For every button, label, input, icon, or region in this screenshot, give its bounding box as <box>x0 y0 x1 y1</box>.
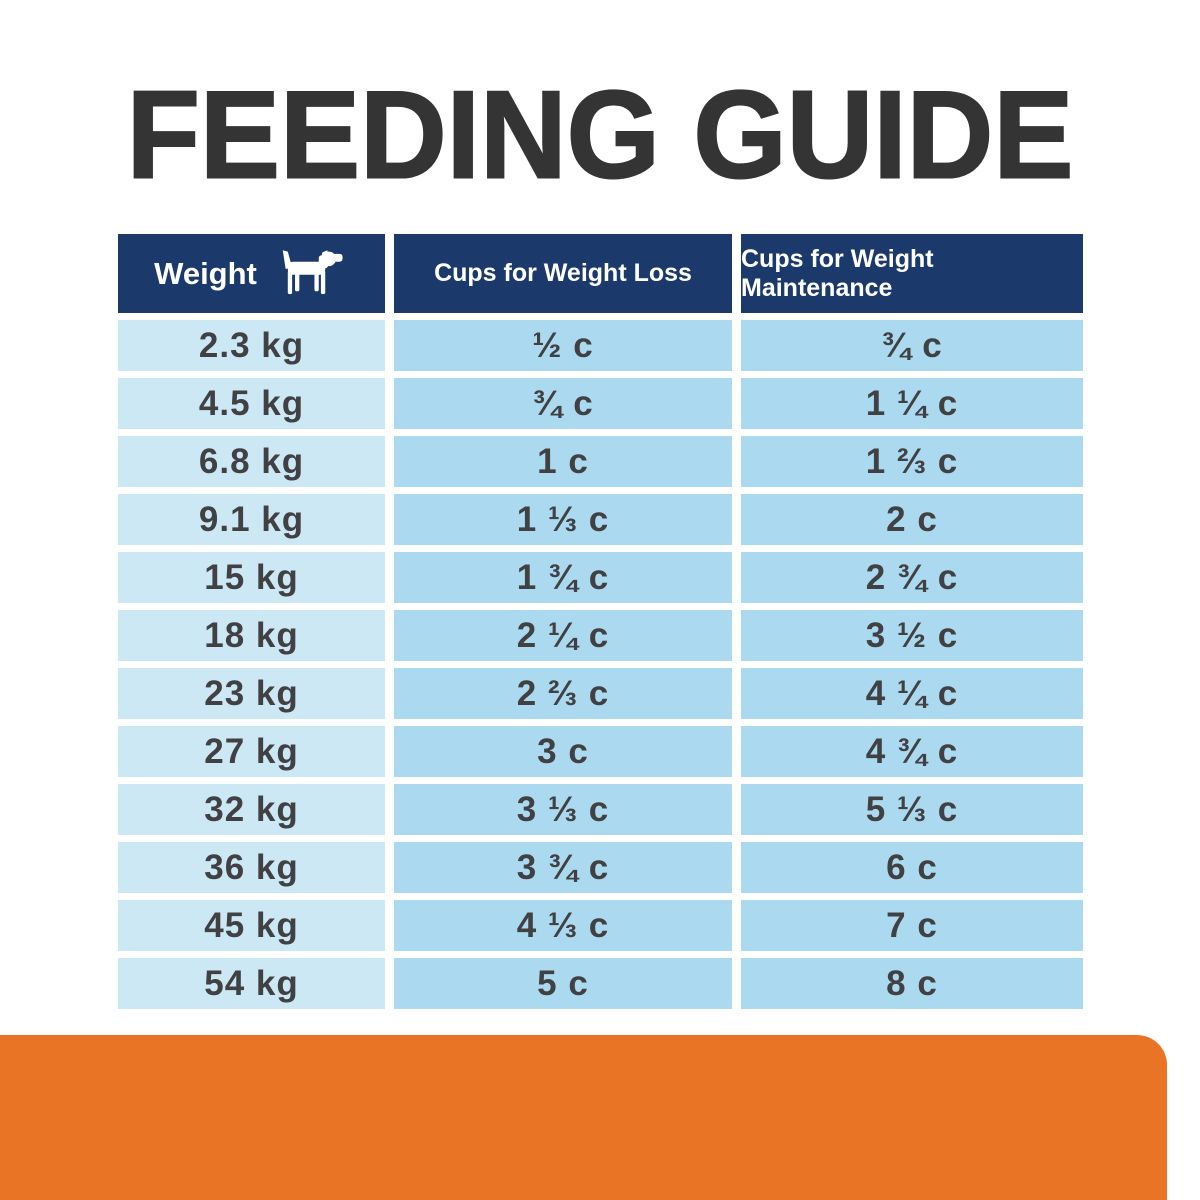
feeding-guide-table: Weight Cups for Weight Loss <box>118 234 1083 1009</box>
header-weight: Weight <box>118 234 385 313</box>
header-cups-weight-maintenance-label: Cups for Weight Maintenance <box>741 244 934 302</box>
loss-cell: 2 ⅔ c <box>394 668 732 719</box>
loss-cell: 1 ¾ c <box>394 552 732 603</box>
weight-cell: 45 kg <box>118 900 385 951</box>
loss-cell: 1 ⅓ c <box>394 494 732 545</box>
maintenance-cell: 6 c <box>741 842 1083 893</box>
loss-cell: ¾ c <box>394 378 732 429</box>
weight-cell: 32 kg <box>118 784 385 835</box>
loss-cell: 4 ⅓ c <box>394 900 732 951</box>
maintenance-cell: 1 ⅔ c <box>741 436 1083 487</box>
weight-cell: 54 kg <box>118 958 385 1009</box>
weight-cell: 6.8 kg <box>118 436 385 487</box>
weight-cell: 15 kg <box>118 552 385 603</box>
maintenance-cell: 7 c <box>741 900 1083 951</box>
maintenance-cell: 4 ¼ c <box>741 668 1083 719</box>
loss-cell: 3 ⅓ c <box>394 784 732 835</box>
weight-cell: 36 kg <box>118 842 385 893</box>
loss-cell: 5 c <box>394 958 732 1009</box>
maintenance-cell: 8 c <box>741 958 1083 1009</box>
loss-cell: 3 c <box>394 726 732 777</box>
loss-cell: ½ c <box>394 320 732 371</box>
maintenance-cell: 1 ¼ c <box>741 378 1083 429</box>
bottom-accent-bar <box>0 1035 1167 1200</box>
header-cups-weight-maintenance: Cups for Weight Maintenance <box>741 234 1083 313</box>
maintenance-cell: ¾ c <box>741 320 1083 371</box>
maintenance-cell: 4 ¾ c <box>741 726 1083 777</box>
weight-cell: 9.1 kg <box>118 494 385 545</box>
header-cups-weight-loss-label: Cups for Weight Loss <box>434 259 692 287</box>
header-weight-label: Weight <box>154 255 257 291</box>
dog-icon <box>277 249 349 299</box>
weight-cell: 2.3 kg <box>118 320 385 371</box>
loss-cell: 3 ¾ c <box>394 842 732 893</box>
loss-cell: 2 ¼ c <box>394 610 732 661</box>
loss-cell: 1 c <box>394 436 732 487</box>
maintenance-cell: 2 c <box>741 494 1083 545</box>
weight-cell: 4.5 kg <box>118 378 385 429</box>
maintenance-cell: 2 ¾ c <box>741 552 1083 603</box>
weight-cell: 23 kg <box>118 668 385 719</box>
maintenance-cell: 5 ⅓ c <box>741 784 1083 835</box>
weight-cell: 18 kg <box>118 610 385 661</box>
maintenance-cell: 3 ½ c <box>741 610 1083 661</box>
page-title: FEEDING GUIDE <box>126 64 1075 205</box>
header-cups-weight-loss: Cups for Weight Loss <box>394 234 732 313</box>
weight-cell: 27 kg <box>118 726 385 777</box>
